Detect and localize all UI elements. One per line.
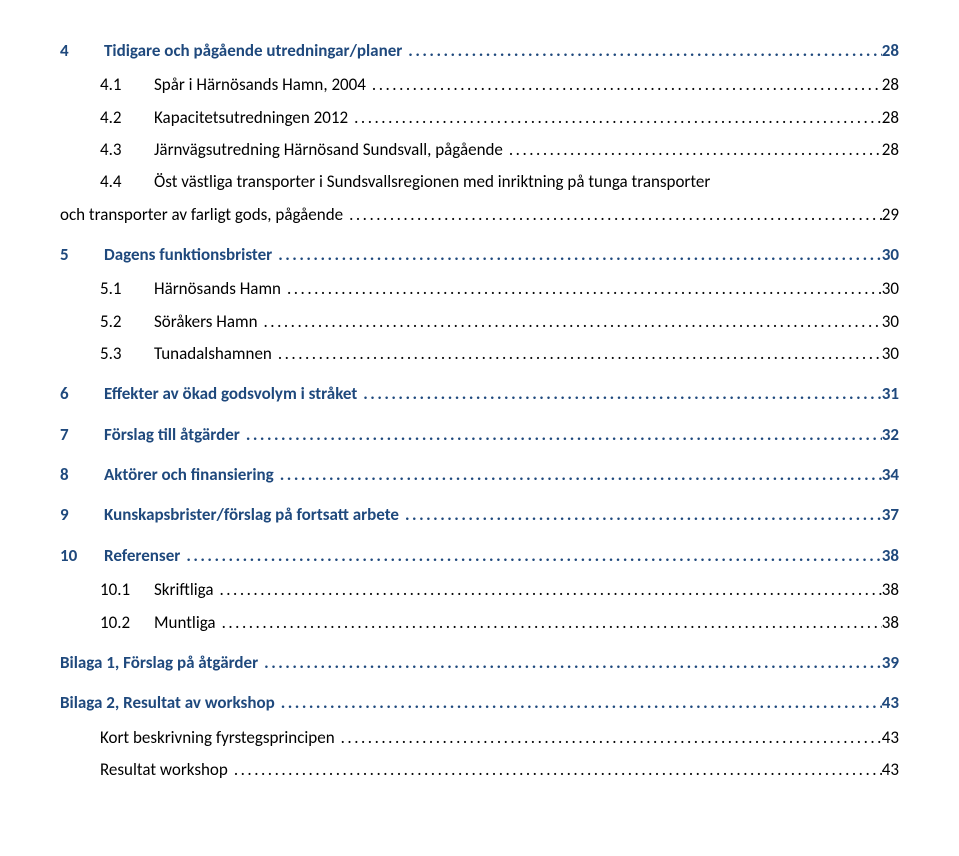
toc-entry-title: och transporter av farligt gods, pågåend… xyxy=(60,202,343,228)
toc-leader-dots: ........................................… xyxy=(366,72,882,98)
toc-entry-number: 4 xyxy=(60,38,96,64)
toc-entry: 7 Förslag till åtgärder..................… xyxy=(60,422,899,448)
toc-entry-title: Tunadalshamnen xyxy=(154,341,272,367)
toc-entry-title: Kapacitetsutredningen 2012 xyxy=(154,105,348,131)
toc-leader-dots: ........................................… xyxy=(275,690,882,716)
toc-leader-dots: ........................................… xyxy=(180,543,881,569)
toc-leader-dots: ........................................… xyxy=(272,341,882,367)
toc-entry: 4.1 Spår i Härnösands Hamn, 2004.........… xyxy=(60,72,899,98)
toc-entry-page: 43 xyxy=(882,690,899,716)
toc-leader-dots: ........................................… xyxy=(228,757,882,783)
toc-entry-title: Skriftliga xyxy=(154,577,213,603)
toc-entry-number: 5 xyxy=(60,242,96,268)
toc-entry: 10 Referenser............................… xyxy=(60,543,899,569)
toc-entry-number: 4.1 xyxy=(100,72,146,98)
toc-entry: Bilaga 1, Förslag på åtgärder...........… xyxy=(60,650,899,676)
toc-leader-dots: ........................................… xyxy=(240,422,882,448)
toc-entry-title: Resultat workshop xyxy=(100,757,228,783)
toc-entry: 5.2 Söråkers Hamn........................… xyxy=(60,309,899,335)
toc-entry-number: 5.2 xyxy=(100,309,146,335)
toc-entry-page: 38 xyxy=(882,610,899,636)
toc-entry-title: Kunskapsbrister/förslag på fortsatt arbe… xyxy=(104,502,399,528)
toc-leader-dots: ........................................… xyxy=(216,610,882,636)
toc-entry-title: Dagens funktionsbrister xyxy=(104,242,272,268)
toc-entry-title: Muntliga xyxy=(154,610,216,636)
toc-leader-dots: ........................................… xyxy=(274,462,882,488)
toc-entry-page: 38 xyxy=(882,577,899,603)
toc-entry: 4.3 Järnvägsutredning Härnösand Sundsvall… xyxy=(60,137,899,163)
toc-leader-dots: ........................................… xyxy=(258,309,882,335)
toc-entry-page: 28 xyxy=(882,72,899,98)
toc-entry-page: 30 xyxy=(882,242,899,268)
toc-entry: Resultat workshop.......................… xyxy=(60,757,899,783)
toc-leader-dots: ........................................… xyxy=(402,38,881,64)
toc-entry-title: Förslag till åtgärder xyxy=(104,422,240,448)
toc-entry-title: Tidigare och pågående utredningar/planer xyxy=(104,38,402,64)
toc-leader-dots: ........................................… xyxy=(258,650,882,676)
toc-entry-page: 34 xyxy=(882,462,899,488)
toc-entry-page: 30 xyxy=(882,309,899,335)
toc-entry: 9 Kunskapsbrister/förslag på fortsatt arb… xyxy=(60,502,899,528)
toc-entry: 5.3 Tunadalshamnen.......................… xyxy=(60,341,899,367)
toc-entry: 10.1 Skriftliga..........................… xyxy=(60,577,899,603)
toc-entry: 5 Dagens funktionsbrister................… xyxy=(60,242,899,268)
toc-entry-title: Aktörer och finansiering xyxy=(104,462,274,488)
toc-entry: 10.2 Muntliga............................… xyxy=(60,610,899,636)
toc-entry-page: 38 xyxy=(882,543,899,569)
toc-leader-dots: ........................................… xyxy=(213,577,881,603)
toc-entry-page: 28 xyxy=(882,105,899,131)
toc-leader-dots: ........................................… xyxy=(399,502,882,528)
toc-entry-number: 10.1 xyxy=(100,577,146,603)
toc-entry-page: 30 xyxy=(882,276,899,302)
toc-entry-title: Bilaga 2, Resultat av workshop xyxy=(60,690,275,716)
toc-entry-number: 7 xyxy=(60,422,96,448)
toc-entry-number: 9 xyxy=(60,502,96,528)
toc-entry: 4.2 Kapacitetsutredningen 2012...........… xyxy=(60,105,899,131)
toc-entry-title: Bilaga 1, Förslag på åtgärder xyxy=(60,650,258,676)
toc-entry: 5.1 Härnösands Hamn......................… xyxy=(60,276,899,302)
toc-entry-number: 10 xyxy=(60,543,96,569)
toc-entry-title: Referenser xyxy=(104,543,180,569)
toc-leader-dots: ........................................… xyxy=(343,202,882,228)
toc-entry: 6 Effekter av ökad godsvolym i stråket...… xyxy=(60,381,899,407)
toc-leader-dots: ........................................… xyxy=(503,137,882,163)
toc-entry-page: 37 xyxy=(882,502,899,528)
toc-entry: Bilaga 2, Resultat av workshop..........… xyxy=(60,690,899,716)
toc-entry-page: 32 xyxy=(882,422,899,448)
toc-entry-title: Spår i Härnösands Hamn, 2004 xyxy=(154,72,366,98)
toc-leader-dots: ........................................… xyxy=(348,105,882,131)
toc-entry-number: 5.1 xyxy=(100,276,146,302)
toc-entry-title: Kort beskrivning fyrstegsprincipen xyxy=(100,725,335,751)
toc-entry: 4.4 Öst västliga transporter i Sundsvalls… xyxy=(60,169,899,195)
toc-entry-title: Effekter av ökad godsvolym i stråket xyxy=(104,381,357,407)
toc-entry-number: 10.2 xyxy=(100,610,146,636)
toc-entry: 8 Aktörer och finansiering...............… xyxy=(60,462,899,488)
toc-entry-number: 5.3 xyxy=(100,341,146,367)
toc-leader-dots: ........................................… xyxy=(335,725,882,751)
toc-entry-continuation: och transporter av farligt gods, pågåend… xyxy=(60,202,899,228)
toc-entry-page: 39 xyxy=(882,650,899,676)
table-of-contents: 4 Tidigare och pågående utredningar/plane… xyxy=(60,38,899,783)
toc-entry-title: Järnvägsutredning Härnösand Sundsvall, p… xyxy=(154,137,503,163)
toc-leader-dots: ........................................… xyxy=(272,242,882,268)
toc-entry-page: 31 xyxy=(882,381,899,407)
toc-entry: Kort beskrivning fyrstegsprincipen......… xyxy=(60,725,899,751)
toc-entry-page: 29 xyxy=(882,202,899,228)
toc-entry-number: 4.4 xyxy=(100,169,146,195)
toc-entry-number: 8 xyxy=(60,462,96,488)
toc-entry-number: 6 xyxy=(60,381,96,407)
toc-entry-page: 43 xyxy=(882,757,899,783)
toc-entry-number: 4.2 xyxy=(100,105,146,131)
toc-entry-number: 4.3 xyxy=(100,137,146,163)
toc-entry-title: Öst västliga transporter i Sundsvallsreg… xyxy=(154,169,710,195)
toc-entry: 4 Tidigare och pågående utredningar/plane… xyxy=(60,38,899,64)
toc-entry-page: 30 xyxy=(882,341,899,367)
toc-entry-page: 28 xyxy=(882,38,899,64)
toc-entry-page: 28 xyxy=(882,137,899,163)
toc-leader-dots: ........................................… xyxy=(281,276,882,302)
toc-entry-title: Söråkers Hamn xyxy=(154,309,258,335)
toc-entry-page: 43 xyxy=(882,725,899,751)
toc-entry-title: Härnösands Hamn xyxy=(154,276,281,302)
toc-leader-dots: ........................................… xyxy=(357,381,882,407)
